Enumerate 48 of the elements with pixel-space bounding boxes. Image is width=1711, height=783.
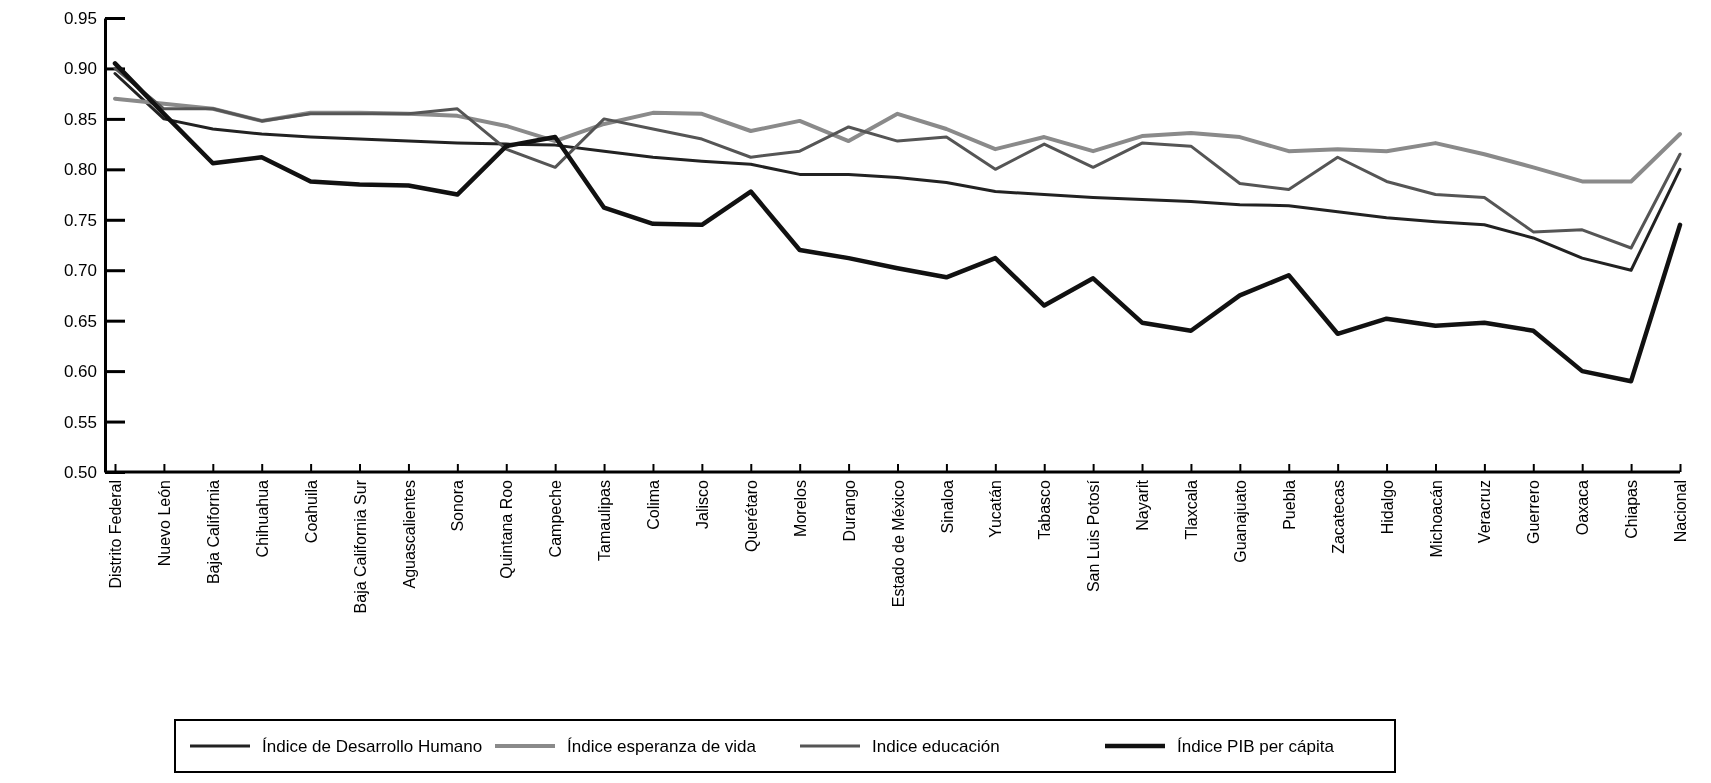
x-tick-label: Querétaro bbox=[742, 479, 760, 553]
y-tick-label: 0.80 bbox=[63, 160, 97, 180]
x-tick-label: Tlaxcala bbox=[1183, 479, 1201, 540]
legend-label: Índice PIB per cápita bbox=[1177, 736, 1335, 756]
x-tick-label: Nayarit bbox=[1134, 479, 1152, 531]
x-tick-label: Guerrero bbox=[1525, 479, 1543, 545]
x-tick-label: Distrito Federal bbox=[107, 480, 125, 589]
x-tick-label: Yucatán bbox=[987, 480, 1005, 538]
x-tick-label: Durango bbox=[840, 479, 858, 542]
y-tick-label: 0.95 bbox=[63, 8, 97, 28]
legend-label: Índice de Desarrollo Humano bbox=[262, 736, 483, 756]
x-tick-label: Estado de México bbox=[889, 479, 907, 608]
x-tick-label: Chihuahua bbox=[253, 479, 271, 558]
x-tick-label: Quintana Roo bbox=[498, 479, 516, 579]
x-tick-label: Tamaulipas bbox=[596, 480, 614, 561]
x-tick-label: Tabasco bbox=[1036, 479, 1054, 540]
y-tick-label: 0.75 bbox=[63, 210, 97, 230]
y-tick-label: 0.85 bbox=[63, 109, 97, 129]
x-tick-label: Guanajuato bbox=[1231, 479, 1249, 563]
x-tick-label: Campeche bbox=[547, 479, 565, 558]
x-tick-label: Colima bbox=[645, 479, 663, 530]
x-tick-label: Nuevo León bbox=[156, 480, 174, 567]
x-tick-label: Baja California bbox=[204, 479, 222, 585]
x-tick-label: Jalisco bbox=[693, 479, 711, 529]
x-tick-label: Oaxaca bbox=[1574, 479, 1592, 536]
y-tick-label: 0.90 bbox=[63, 59, 97, 79]
x-tick-label: Morelos bbox=[791, 480, 809, 537]
line-series bbox=[112, 61, 1683, 384]
x-tick-label: Nacional bbox=[1672, 480, 1690, 543]
y-tick-label: 0.70 bbox=[63, 261, 97, 281]
x-tick-label: Michoacán bbox=[1427, 480, 1445, 558]
x-tick-label: Baja California Sur bbox=[351, 479, 369, 614]
x-tick-label: Veracruz bbox=[1476, 480, 1494, 544]
y-tick-label: 0.60 bbox=[63, 362, 97, 382]
x-tick-label: Hidalgo bbox=[1378, 479, 1396, 535]
x-tick-label: Sonora bbox=[449, 479, 467, 532]
y-tick-label: 0.50 bbox=[63, 462, 97, 482]
y-tick-label: 0.65 bbox=[63, 311, 97, 331]
x-tick-label: Coahuila bbox=[302, 479, 320, 544]
legend-label: Indice educación bbox=[872, 736, 1000, 756]
x-tick-label: San Luis Potosí bbox=[1085, 479, 1103, 593]
legend-label: Índice esperanza de vida bbox=[567, 736, 757, 756]
x-tick-label: Sinaloa bbox=[938, 479, 956, 534]
x-tick-label: Puebla bbox=[1280, 479, 1298, 530]
x-tick-label: Aguascalientes bbox=[400, 480, 418, 589]
y-tick-label: 0.55 bbox=[63, 412, 97, 432]
x-tick-label: Zacatecas bbox=[1329, 480, 1347, 554]
x-tick-label: Chiapas bbox=[1623, 480, 1641, 539]
